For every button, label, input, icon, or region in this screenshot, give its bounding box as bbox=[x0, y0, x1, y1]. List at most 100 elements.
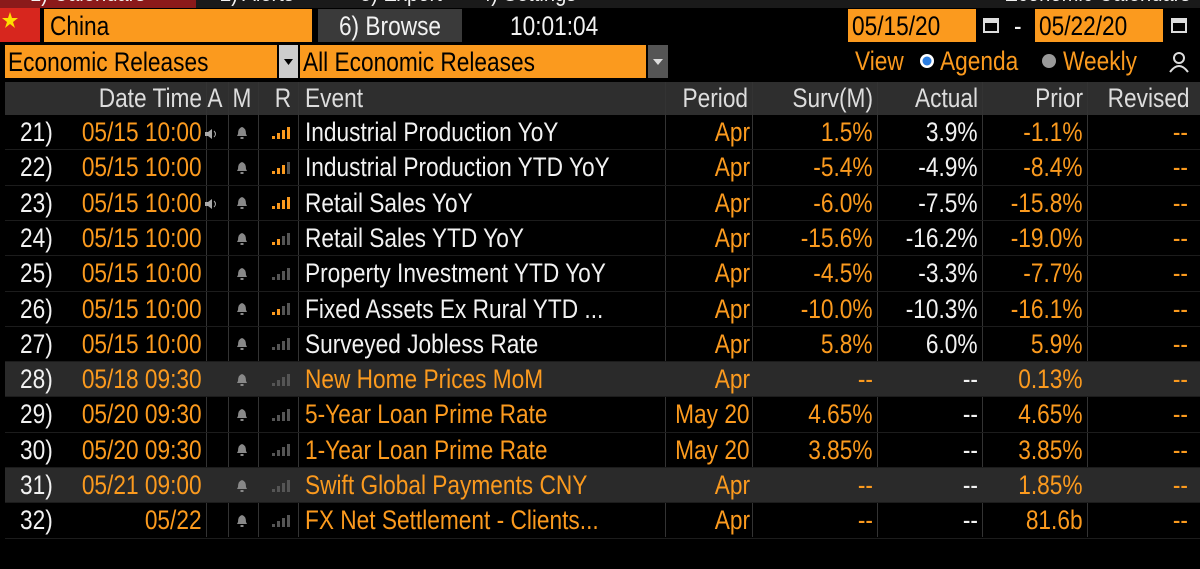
radio[interactable] bbox=[1040, 52, 1058, 70]
calendar-icon[interactable] bbox=[982, 16, 1000, 34]
subcategory: All Economic Releases bbox=[303, 47, 535, 77]
cell: 05/15 10:00 bbox=[82, 152, 202, 183]
cell[interactable]: 5-Year Loan Prime Rate bbox=[305, 399, 548, 430]
dropdown-arrow[interactable] bbox=[279, 45, 298, 78]
country-field[interactable] bbox=[44, 9, 312, 42]
cell: -- bbox=[857, 364, 873, 395]
flag-icon bbox=[0, 8, 40, 42]
cell: 28) bbox=[20, 364, 53, 395]
alert-icon[interactable] bbox=[236, 443, 248, 457]
subcategory-dropdown[interactable] bbox=[300, 45, 646, 78]
cell: -3.3% bbox=[918, 258, 978, 289]
start-date-field[interactable] bbox=[848, 9, 976, 42]
cell: 05/15 10:00 bbox=[82, 117, 202, 147]
cell: 25) bbox=[20, 258, 53, 289]
alert-icon[interactable] bbox=[236, 161, 248, 175]
row-divider bbox=[5, 149, 1200, 151]
alert-icon[interactable] bbox=[236, 126, 248, 140]
cell[interactable]: Swift Global Payments CNY bbox=[305, 470, 588, 500]
alert-icon[interactable] bbox=[236, 196, 248, 210]
row-divider bbox=[5, 219, 1200, 221]
column-header: Date Time bbox=[98, 83, 202, 113]
column-divider bbox=[258, 82, 259, 537]
cell: May 20 bbox=[675, 399, 750, 430]
calendar-icon[interactable] bbox=[1170, 16, 1188, 34]
cell: -- bbox=[1172, 328, 1188, 359]
cell: -- bbox=[1172, 399, 1188, 430]
cell[interactable]: Surveyed Jobless Rate bbox=[305, 328, 539, 359]
cell: 05/15 10:00 bbox=[82, 187, 202, 218]
cell: -7.7% bbox=[1023, 258, 1083, 289]
dropdown-arrow[interactable] bbox=[648, 45, 668, 78]
cell: -- bbox=[1172, 117, 1188, 147]
cell: -8.4% bbox=[1023, 152, 1083, 183]
cell: -- bbox=[962, 434, 978, 465]
cell: 3.9% bbox=[926, 117, 978, 147]
column-divider bbox=[206, 82, 207, 537]
column-header: Prior bbox=[1035, 83, 1083, 113]
alert-icon[interactable] bbox=[236, 408, 248, 422]
menu-bar: 1) Calendars 2) Alerts 3) Export 4) Sett… bbox=[0, 0, 1200, 8]
menu-tab[interactable]: 2) Alerts bbox=[220, 0, 294, 8]
cell: 1.85% bbox=[1018, 470, 1083, 500]
cell[interactable]: 1-Year Loan Prime Rate bbox=[305, 434, 548, 465]
end-date-field[interactable] bbox=[1035, 9, 1163, 42]
relevance-icon bbox=[272, 196, 292, 210]
cell: 6.0% bbox=[926, 328, 978, 359]
relevance-icon bbox=[272, 161, 292, 175]
alert-icon[interactable] bbox=[236, 479, 248, 493]
relevance-icon bbox=[272, 408, 292, 422]
view-option[interactable]: Weekly bbox=[1063, 46, 1137, 76]
category-dropdown[interactable] bbox=[5, 45, 277, 78]
alert-icon[interactable] bbox=[236, 267, 248, 281]
cell: -- bbox=[1172, 434, 1188, 465]
clock: 10:01:04 bbox=[510, 11, 599, 41]
table-header bbox=[5, 82, 1200, 115]
row-divider bbox=[5, 396, 1200, 398]
menu-tab[interactable]: 1) Calendars bbox=[30, 0, 145, 8]
column-header: Event bbox=[305, 83, 363, 113]
column-divider bbox=[982, 82, 983, 537]
column-divider bbox=[877, 82, 878, 537]
settings-icon[interactable] bbox=[1166, 50, 1190, 74]
cell[interactable]: Industrial Production YTD YoY bbox=[305, 152, 610, 183]
cell: 0.13% bbox=[1018, 364, 1083, 395]
radio-selected[interactable] bbox=[918, 52, 936, 70]
relevance-icon bbox=[272, 126, 292, 140]
cell: 24) bbox=[20, 222, 53, 253]
speaker-icon bbox=[205, 127, 219, 139]
alert-icon[interactable] bbox=[236, 302, 248, 316]
alert-icon[interactable] bbox=[236, 373, 248, 387]
menu-tab[interactable]: 4) Settings bbox=[480, 0, 576, 8]
menu-tab[interactable]: 3) Export bbox=[360, 0, 442, 8]
cell: Apr bbox=[714, 328, 750, 359]
cell: -4.9% bbox=[918, 152, 978, 183]
browse-button[interactable] bbox=[318, 9, 462, 42]
cell[interactable]: Industrial Production YoY bbox=[305, 117, 559, 147]
column-divider bbox=[665, 82, 666, 537]
cell[interactable]: Retail Sales YTD YoY bbox=[305, 222, 524, 253]
cell: 5.9% bbox=[1031, 328, 1083, 359]
cell[interactable]: Retail Sales YoY bbox=[305, 187, 473, 218]
cell: Apr bbox=[714, 470, 750, 500]
alert-icon[interactable] bbox=[236, 514, 248, 528]
row-divider bbox=[5, 502, 1200, 504]
view-option[interactable]: Agenda bbox=[940, 46, 1019, 76]
cell[interactable]: Fixed Assets Ex Rural YTD ... bbox=[305, 293, 604, 324]
cell: Apr bbox=[714, 117, 750, 147]
column-header: Period bbox=[682, 83, 748, 113]
column-divider bbox=[298, 82, 299, 537]
cell[interactable]: New Home Prices MoM bbox=[305, 364, 544, 395]
column-divider bbox=[752, 82, 753, 537]
cell: 23) bbox=[20, 187, 53, 218]
category: Economic Releases bbox=[8, 47, 209, 77]
alert-icon[interactable] bbox=[236, 232, 248, 246]
cell[interactable]: Property Investment YTD YoY bbox=[305, 258, 606, 289]
relevance-icon bbox=[272, 443, 292, 457]
alert-icon[interactable] bbox=[236, 337, 248, 351]
cell: 31) bbox=[20, 470, 53, 500]
cell[interactable]: FX Net Settlement - Clients... bbox=[305, 505, 599, 536]
cell: 5.8% bbox=[821, 328, 873, 359]
relevance-icon bbox=[272, 337, 292, 351]
